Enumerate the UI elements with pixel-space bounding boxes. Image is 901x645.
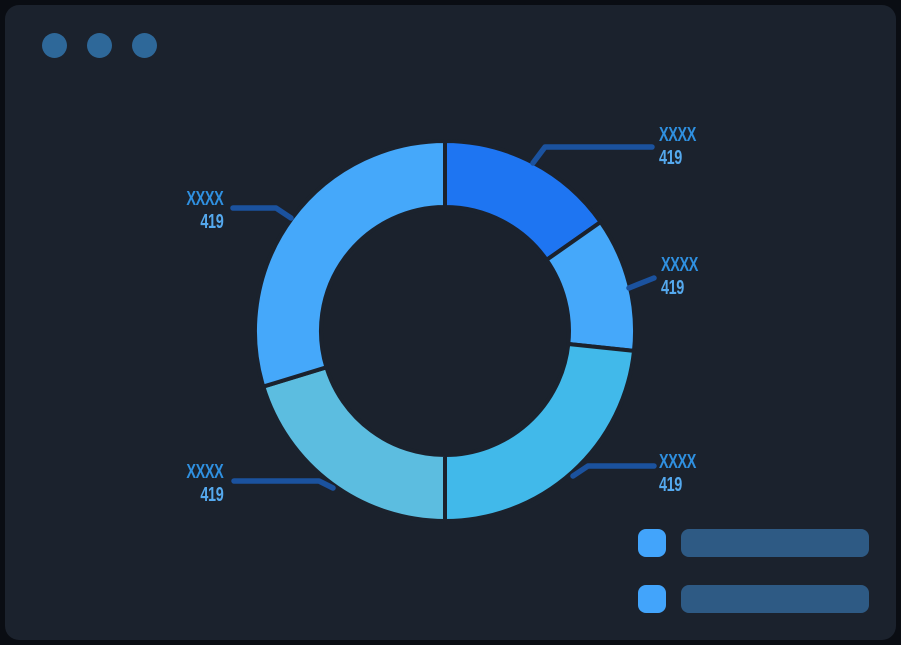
segment-callout-left: XXXX 419	[186, 188, 223, 234]
legend-swatch	[638, 529, 666, 557]
segment-value: 419	[659, 147, 682, 169]
legend-label-bar	[681, 585, 869, 613]
legend-item[interactable]	[638, 529, 869, 557]
segment-value: 419	[200, 484, 223, 506]
leader-line-4	[231, 478, 336, 491]
segment-value: 419	[200, 211, 223, 233]
segment-callout-right: XXXX 419	[661, 254, 698, 300]
segment-label: XXXX	[661, 254, 698, 276]
leader-line-2	[626, 275, 657, 291]
window-control-dot[interactable]	[42, 33, 67, 58]
legend-item[interactable]	[638, 585, 869, 613]
legend-swatch	[638, 585, 666, 613]
leader-line-1	[530, 144, 655, 166]
window-control-dot[interactable]	[132, 33, 157, 58]
donut-segment-5[interactable]	[252, 138, 447, 390]
segment-callout-bottom-right: XXXX 419	[659, 451, 696, 497]
segment-label: XXXX	[186, 188, 223, 210]
donut-segment-3[interactable]	[443, 341, 637, 524]
segment-value: 419	[659, 474, 682, 496]
segment-label: XXXX	[659, 451, 696, 473]
leader-line-3	[570, 463, 657, 479]
segment-value: 419	[661, 277, 684, 299]
segment-label: XXXX	[659, 124, 696, 146]
window-control-dot[interactable]	[87, 33, 112, 58]
leader-line-5	[230, 205, 294, 221]
donut-segment-4[interactable]	[260, 364, 447, 524]
segment-callout-top-right: XXXX 419	[659, 124, 696, 170]
legend	[638, 529, 869, 641]
segment-label: XXXX	[186, 461, 223, 483]
segment-callout-bottom-left: XXXX 419	[186, 461, 223, 507]
window-controls	[42, 33, 157, 58]
legend-label-bar	[681, 529, 869, 557]
